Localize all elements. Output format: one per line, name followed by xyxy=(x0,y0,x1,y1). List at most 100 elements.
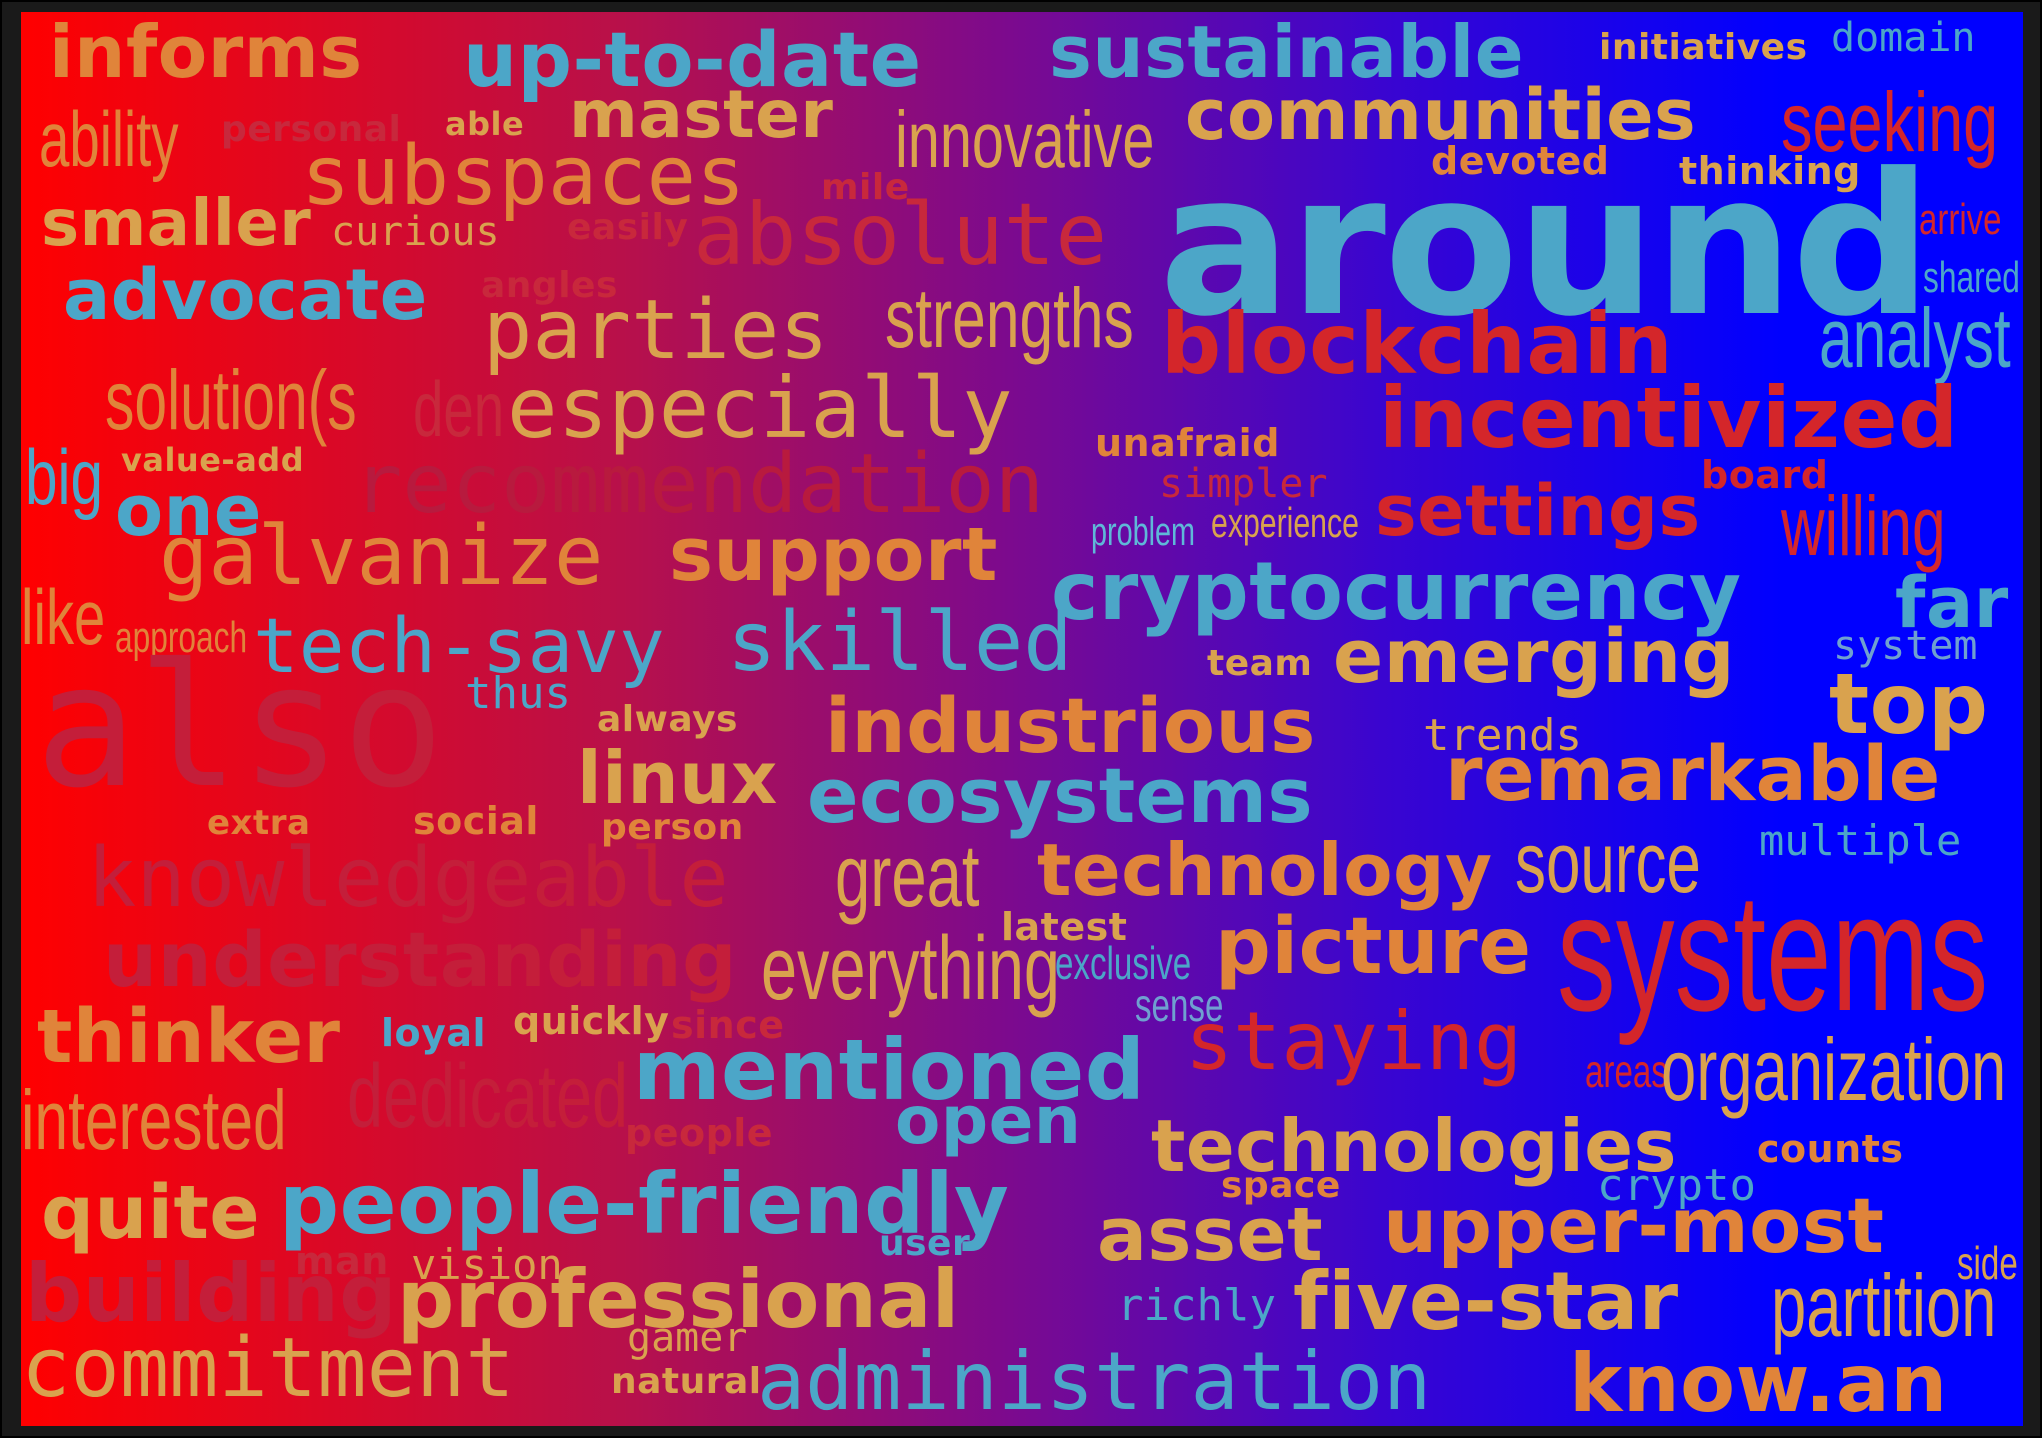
word-domain: domain xyxy=(1831,15,1976,61)
word-absolute: absolute xyxy=(693,185,1108,285)
word-thus: thus xyxy=(465,668,571,719)
word-person: person xyxy=(601,807,744,848)
word-informs: informs xyxy=(49,12,363,94)
word-smaller: smaller xyxy=(41,187,312,261)
word-asset: asset xyxy=(1097,1192,1324,1278)
word-source: source xyxy=(1515,815,1701,911)
word-strengths: strengths xyxy=(885,271,1134,365)
word-simpler: simpler xyxy=(1159,461,1328,507)
word-cryptocurrency: cryptocurrency xyxy=(1051,545,1742,638)
word-dedicated: dedicated xyxy=(347,1047,629,1147)
word-devoted: devoted xyxy=(1431,139,1610,183)
word-everything: everything xyxy=(761,919,1060,1019)
word-experience: experience xyxy=(1211,499,1359,546)
word-mentioned: mentioned xyxy=(633,1021,1146,1119)
word-professional: professional xyxy=(397,1253,960,1346)
word-galvanize: galvanize xyxy=(159,509,604,604)
word-picture: picture xyxy=(1215,902,1532,992)
word-understanding: understanding xyxy=(103,915,738,1004)
word-side: side xyxy=(1957,1237,2018,1289)
word-trends: trends xyxy=(1423,710,1582,761)
word-board: board xyxy=(1701,453,1829,497)
word-up-to-date: up-to-date xyxy=(463,15,922,104)
word-unafraid: unafraid xyxy=(1095,421,1280,465)
word-multiple: multiple xyxy=(1759,816,1962,865)
word-counts: counts xyxy=(1757,1127,1904,1171)
word-incentivized: incentivized xyxy=(1379,369,1959,467)
word-support: support xyxy=(669,512,998,598)
word-partition: partition xyxy=(1771,1256,1997,1355)
word-team: team xyxy=(1207,643,1313,684)
word-areas: areas xyxy=(1585,1045,1668,1097)
word-upper-most: upper-most xyxy=(1383,1181,1885,1270)
word-den: den xyxy=(413,365,505,453)
word-always: always xyxy=(597,699,738,740)
word-innovative: innovative xyxy=(895,95,1155,184)
word-system: system xyxy=(1833,623,1978,669)
word-initiatives: initiatives xyxy=(1599,27,1808,68)
word-mile: mile xyxy=(821,167,910,208)
word-quite: quite xyxy=(41,1170,261,1256)
word-communities: communities xyxy=(1185,74,1697,156)
word-natural: natural xyxy=(611,1361,762,1402)
word-knowledgeable: knowledgeable xyxy=(87,831,729,926)
word-staying: staying xyxy=(1185,995,1523,1088)
word-emerging: emerging xyxy=(1333,614,1735,700)
word-remarkable: remarkable xyxy=(1445,729,1941,818)
word-sustainable: sustainable xyxy=(1049,12,1525,94)
word-linux: linux xyxy=(577,736,778,820)
word-open: open xyxy=(895,1082,1082,1159)
word-skilled: skilled xyxy=(727,595,1073,690)
word-angles: angles xyxy=(481,265,618,306)
word-know-an: know.an xyxy=(1569,1337,1948,1426)
word-quickly: quickly xyxy=(513,999,670,1043)
word-exclusive: exclusive xyxy=(1055,937,1192,989)
word-subspaces: subspaces xyxy=(301,129,746,224)
word-solution: solution(s xyxy=(105,353,357,447)
word-far: far xyxy=(1895,562,2009,644)
word-advocate: advocate xyxy=(63,254,428,336)
word-gamer: gamer xyxy=(627,1315,748,1361)
word-administration: administration xyxy=(757,1335,1432,1426)
word-great: great xyxy=(835,826,980,925)
word-settings: settings xyxy=(1375,470,1701,552)
word-thinking: thinking xyxy=(1679,149,1861,193)
word-user: user xyxy=(879,1223,971,1264)
word-people-friendly: people-friendly xyxy=(279,1155,1010,1253)
word-tech-savy: tech-savy xyxy=(253,601,665,690)
word-systems: systems xyxy=(1557,858,1989,1046)
word-top: top xyxy=(1829,655,1989,753)
word-like: like xyxy=(21,573,106,661)
word-social: social xyxy=(413,799,539,843)
word-blockchain: blockchain xyxy=(1161,295,1674,393)
word-latest: latest xyxy=(1001,905,1128,949)
word-thinker: thinker xyxy=(37,994,341,1080)
word-approach: approach xyxy=(115,613,248,662)
word-commitment: commitment xyxy=(21,1321,515,1416)
word-one: one xyxy=(115,470,262,552)
word-interested: interested xyxy=(21,1073,287,1167)
word-easily: easily xyxy=(567,207,689,248)
word-man: man xyxy=(295,1239,389,1283)
word-around: around xyxy=(1159,132,1932,360)
word-master: master xyxy=(569,76,834,153)
word-also: also xyxy=(35,628,445,826)
word-arrive: arrive xyxy=(1919,195,2002,244)
word-crypto: crypto xyxy=(1597,1160,1756,1211)
word-organization: organization xyxy=(1661,1020,2007,1119)
word-recommendation: recommendation xyxy=(353,437,1045,532)
word-analyst: analyst xyxy=(1819,291,2011,385)
word-richly: richly xyxy=(1117,1280,1276,1331)
word-vision: vision xyxy=(411,1240,563,1289)
word-since: since xyxy=(671,1003,785,1047)
word-especially: especially xyxy=(507,359,1013,457)
word-seeking: seeking xyxy=(1781,75,1999,169)
word-big: big xyxy=(25,433,104,521)
word-shared: shared xyxy=(1923,253,2020,302)
word-problem: problem xyxy=(1091,510,1196,554)
word-technologies: technologies xyxy=(1151,1104,1677,1188)
word-parties: parties xyxy=(483,283,829,378)
word-curious: curious xyxy=(331,209,500,255)
word-industrious: industrious xyxy=(825,681,1316,770)
word-people: people xyxy=(625,1111,774,1155)
